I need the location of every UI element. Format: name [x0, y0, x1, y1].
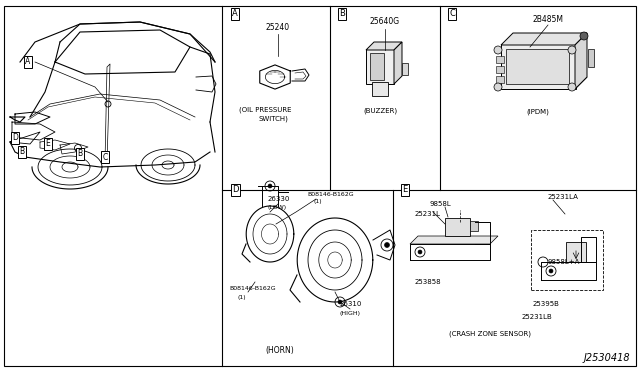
Text: D: D	[12, 134, 18, 142]
Text: (1): (1)	[237, 295, 246, 299]
Text: A: A	[232, 10, 238, 19]
Text: C: C	[102, 153, 108, 161]
Bar	[445, 218, 470, 236]
Text: 25231LB: 25231LB	[522, 314, 553, 320]
Text: 25240: 25240	[266, 23, 290, 32]
Text: B: B	[77, 150, 83, 158]
Polygon shape	[501, 77, 587, 89]
Bar	[588, 49, 594, 67]
Text: E: E	[403, 186, 408, 195]
Bar	[470, 221, 478, 231]
Bar	[531, 230, 603, 290]
Text: 2B485M: 2B485M	[532, 16, 563, 25]
Text: J2530418: J2530418	[584, 353, 630, 363]
Text: 253858: 253858	[415, 279, 442, 285]
Circle shape	[268, 184, 272, 188]
Text: (IPDM): (IPDM)	[527, 109, 549, 115]
Bar	[566, 242, 586, 262]
Text: (1): (1)	[313, 199, 322, 205]
Bar	[496, 76, 504, 83]
Text: (CRASH ZONE SENSOR): (CRASH ZONE SENSOR)	[449, 331, 531, 337]
Text: (LOW): (LOW)	[268, 205, 287, 209]
Text: C: C	[449, 10, 455, 19]
Text: 26310: 26310	[340, 301, 362, 307]
Bar	[402, 63, 408, 75]
Text: B08146-B162G: B08146-B162G	[229, 285, 276, 291]
Circle shape	[338, 300, 342, 304]
Bar	[370, 53, 384, 80]
Text: (OIL PRESSURE: (OIL PRESSURE	[239, 107, 291, 113]
Text: (BUZZER): (BUZZER)	[363, 108, 397, 114]
Text: 25640G: 25640G	[370, 17, 400, 26]
Text: B: B	[339, 10, 345, 19]
Circle shape	[549, 269, 553, 273]
Text: 26330: 26330	[268, 196, 291, 202]
Bar	[366, 49, 394, 84]
Text: E: E	[45, 140, 51, 148]
Text: 9858L+A: 9858L+A	[548, 259, 580, 265]
Text: B08146-B162G: B08146-B162G	[307, 192, 354, 196]
Polygon shape	[501, 33, 587, 45]
Text: (HIGH): (HIGH)	[340, 311, 361, 315]
Polygon shape	[394, 42, 402, 84]
Text: 25231L: 25231L	[415, 211, 441, 217]
Circle shape	[418, 250, 422, 254]
Circle shape	[494, 83, 502, 91]
Text: 25231LA: 25231LA	[548, 194, 579, 200]
Text: A: A	[26, 58, 31, 67]
Bar	[501, 44, 576, 89]
Text: 25395B: 25395B	[533, 301, 560, 307]
Text: 9858L: 9858L	[430, 201, 452, 207]
Circle shape	[568, 46, 576, 54]
Bar	[372, 82, 388, 96]
Polygon shape	[575, 33, 587, 89]
Bar	[496, 66, 504, 73]
Circle shape	[385, 243, 390, 247]
Polygon shape	[410, 236, 498, 244]
Circle shape	[494, 46, 502, 54]
Bar	[496, 56, 504, 63]
Text: SWITCH): SWITCH)	[258, 116, 288, 122]
Text: (HORN): (HORN)	[266, 346, 294, 355]
Bar	[506, 49, 569, 84]
Circle shape	[568, 83, 576, 91]
Text: B: B	[19, 148, 24, 157]
Circle shape	[580, 32, 588, 40]
Text: D: D	[232, 186, 238, 195]
Polygon shape	[366, 42, 402, 50]
